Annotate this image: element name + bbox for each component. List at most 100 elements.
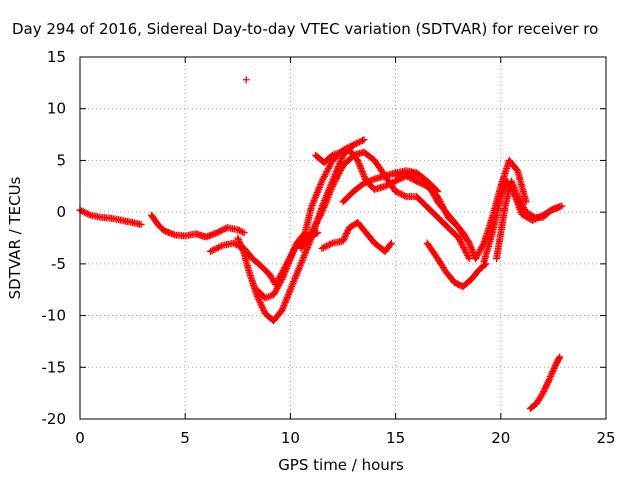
y-tick-label: 10: [47, 100, 66, 118]
data-point: [338, 154, 346, 162]
data-point: [256, 297, 264, 305]
data-point: [327, 186, 335, 194]
x-axis-label: GPS time / hours: [278, 456, 404, 474]
data-point: [539, 389, 547, 397]
series-arc-a: [76, 206, 145, 229]
y-tick-label: -20: [42, 410, 67, 428]
y-tick-label: 15: [47, 48, 66, 66]
data-point: [460, 244, 468, 252]
data-point: [549, 368, 557, 376]
data-point: [322, 198, 330, 206]
data-point: [311, 193, 319, 201]
data-point: [277, 277, 285, 285]
data-point: [381, 182, 389, 190]
data-point: [458, 240, 466, 248]
data-point: [456, 237, 464, 245]
data-point: [323, 168, 331, 176]
data-point: [326, 189, 334, 197]
data-point: [239, 228, 247, 236]
data-point: [337, 166, 345, 174]
data-point: [324, 241, 332, 249]
data-point: [318, 208, 326, 216]
data-point: [230, 239, 238, 247]
data-point: [317, 179, 325, 187]
data-point: [313, 190, 321, 198]
data-point: [217, 227, 225, 235]
data-point: [270, 289, 278, 297]
data-point: [315, 184, 323, 192]
data-point: [275, 282, 283, 290]
data-point: [323, 197, 331, 205]
data-point: [389, 179, 397, 187]
data-point: [137, 221, 145, 229]
series-arc-m: [423, 239, 490, 291]
data-point: [254, 294, 262, 302]
data-point: [386, 180, 394, 188]
data-point: [547, 372, 555, 380]
data-point: [308, 201, 316, 209]
data-point: [518, 200, 526, 208]
data-point: [540, 388, 548, 396]
data-point: [214, 228, 222, 236]
data-point: [296, 261, 304, 269]
data-point: [316, 182, 324, 190]
data-point: [295, 265, 303, 273]
data-point: [294, 266, 302, 274]
data-point: [325, 241, 333, 249]
data-point: [327, 160, 335, 168]
data-point: [240, 229, 248, 237]
data-point: [392, 187, 400, 195]
data-point: [474, 250, 482, 258]
y-axis-label: SDTVAR / TECUs: [6, 176, 24, 299]
data-point: [274, 283, 282, 291]
data-point: [464, 252, 472, 260]
data-point: [327, 187, 335, 195]
x-tick-label: 20: [491, 429, 510, 447]
data-point: [514, 193, 522, 201]
data-point: [477, 245, 485, 253]
data-point: [351, 140, 359, 148]
data-point: [302, 249, 310, 257]
data-point: [276, 278, 284, 286]
data-point: [258, 302, 266, 310]
data-point: [287, 284, 295, 292]
data-point: [298, 257, 306, 265]
data-point: [348, 142, 356, 150]
data-point: [359, 136, 367, 144]
data-point: [259, 305, 267, 313]
data-point: [386, 241, 394, 249]
data-point: [387, 179, 395, 187]
data-point: [290, 278, 298, 286]
data-point: [298, 258, 306, 266]
data-point: [315, 215, 323, 223]
data-point: [311, 222, 319, 230]
data-point: [390, 178, 398, 186]
data-point: [337, 156, 345, 164]
data-point: [350, 141, 358, 149]
data-point: [216, 243, 224, 251]
data-point: [330, 179, 338, 187]
data-point: [320, 172, 328, 180]
data-point: [432, 195, 440, 203]
data-point: [321, 243, 329, 251]
data-point: [384, 181, 392, 189]
data-point: [320, 174, 328, 182]
data-point: [258, 303, 266, 311]
data-point: [555, 354, 563, 362]
data-point: [326, 161, 334, 169]
x-tick-label: 5: [180, 429, 190, 447]
data-point: [329, 181, 337, 189]
data-point: [286, 286, 294, 294]
series-arc-g: [318, 218, 395, 255]
data-point: [478, 242, 486, 250]
data-point: [543, 380, 551, 388]
data-point: [472, 255, 480, 263]
data-point: [383, 182, 391, 190]
data-point: [310, 197, 318, 205]
data-point: [307, 229, 315, 237]
data-point: [257, 300, 265, 308]
y-tick-label: 5: [56, 151, 66, 169]
data-point: [79, 208, 87, 216]
data-point: [237, 227, 245, 235]
data-point: [313, 188, 321, 196]
